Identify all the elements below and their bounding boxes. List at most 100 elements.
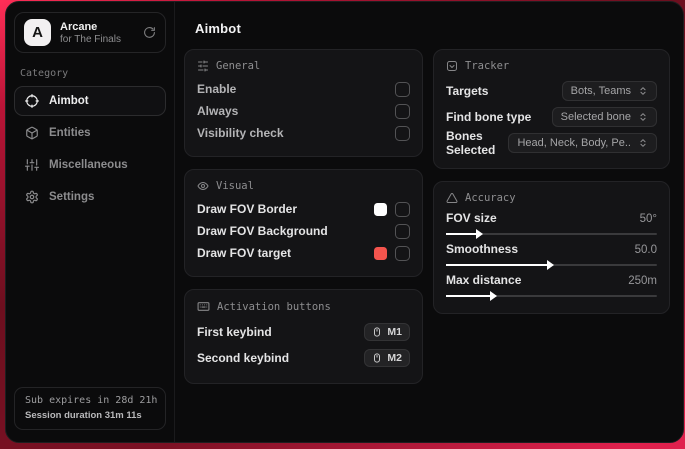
enable-checkbox[interactable] (395, 81, 410, 97)
card-accuracy: Accuracy FOV size 50° (433, 181, 670, 314)
visibility-check-checkbox[interactable] (395, 125, 410, 141)
smoothness-slider[interactable] (446, 259, 657, 270)
sidebar-item-settings[interactable]: Settings (14, 182, 166, 212)
card-general-header: General (197, 60, 410, 72)
setting-row-fov-background: Draw FOV Background (197, 220, 410, 242)
setting-row-visibility-check: Visibility check (197, 122, 410, 144)
slider-value: 250m (628, 275, 657, 287)
session-duration-text: Session duration 31m 11s (25, 410, 142, 421)
slider-fill[interactable] (446, 228, 482, 239)
sidebar-item-entities[interactable]: Entities (14, 118, 166, 148)
fov-target-checkbox[interactable] (395, 245, 410, 261)
app-window: A Arcane for The Finals Category Aimbot (5, 1, 684, 443)
logo-letter: A (32, 24, 43, 41)
sidebar-item-aimbot[interactable]: Aimbot (14, 86, 166, 116)
triangle-icon (446, 192, 458, 204)
setting-row-find-bone-type: Find bone type Selected bone (446, 104, 657, 130)
sidebar-nav: Aimbot Entities Miscellaneous (14, 86, 166, 212)
fov-border-color-swatch[interactable] (374, 202, 387, 216)
setting-label: FOV size (446, 211, 497, 225)
card-title: Accuracy (465, 192, 516, 204)
setting-label: Targets (446, 84, 489, 98)
sidebar-item-label: Aimbot (49, 95, 89, 107)
brand-card: A Arcane for The Finals (14, 12, 166, 53)
setting-label: Always (197, 104, 239, 118)
brand-name: Arcane (60, 20, 98, 33)
sidebar-item-label: Settings (49, 191, 95, 203)
column-right: Tracker Targets Bots, Teams (433, 49, 670, 384)
setting-label: Max distance (446, 273, 522, 287)
setting-label: Draw FOV target (197, 246, 292, 260)
card-columns: General Enable Always Visibility check (184, 49, 674, 384)
targets-select[interactable]: Bots, Teams (561, 81, 657, 101)
card-title: Visual (216, 180, 254, 192)
scan-icon (446, 60, 458, 72)
always-checkbox[interactable] (395, 103, 410, 119)
mouse-icon (372, 353, 382, 363)
keyboard-icon (197, 300, 210, 313)
fov-border-checkbox[interactable] (395, 201, 410, 217)
slider-row-fov-size: FOV size 50° (446, 211, 657, 239)
sliders-horizontal-icon (197, 60, 209, 72)
setting-row-targets: Targets Bots, Teams (446, 78, 657, 104)
setting-controls (395, 223, 410, 239)
setting-row-second-keybind: Second keybind M2 (197, 345, 410, 371)
slider-fill[interactable] (446, 290, 498, 301)
chevron-up-down-icon (638, 86, 648, 96)
setting-controls (374, 245, 410, 261)
slider-value: 50° (639, 213, 657, 225)
setting-label: Visibility check (197, 126, 284, 140)
card-accuracy-header: Accuracy (446, 192, 657, 204)
setting-row-bones-selected: Bones Selected Head, Neck, Body, Pe.. (446, 129, 657, 157)
setting-label: Bones Selected (446, 129, 496, 157)
setting-row-first-keybind: First keybind M1 (197, 319, 410, 345)
fov-target-color-swatch[interactable] (374, 246, 387, 260)
card-title: Activation buttons (217, 300, 331, 313)
select-value: Bots, Teams (570, 85, 631, 97)
main-panel: Aimbot General Enable (175, 2, 683, 442)
setting-label: Second keybind (197, 351, 290, 365)
chevron-up-down-icon (638, 138, 648, 148)
sub-expiry-text: Sub expires in 28d 21h (25, 395, 158, 406)
sidebar-item-miscellaneous[interactable]: Miscellaneous (14, 150, 166, 180)
subscription-card: Sub expires in 28d 21h Session duration … (14, 387, 166, 430)
setting-label: Draw FOV Border (197, 202, 298, 216)
brand-text: Arcane for The Finals (60, 21, 134, 45)
first-keybind-button[interactable]: M1 (364, 323, 410, 341)
card-activation-header: Activation buttons (197, 300, 410, 313)
slider-row-max-distance: Max distance 250m (446, 273, 657, 301)
slider-labels: FOV size 50° (446, 211, 657, 225)
chevron-up-down-icon (638, 112, 648, 122)
crosshair-icon (25, 94, 39, 108)
slider-labels: Max distance 250m (446, 273, 657, 287)
mouse-icon (372, 327, 382, 337)
find-bone-type-select[interactable]: Selected bone (551, 107, 657, 127)
card-general: General Enable Always Visibility check (184, 49, 423, 157)
setting-label: Enable (197, 82, 237, 96)
card-tracker-header: Tracker (446, 60, 657, 72)
setting-label: Draw FOV Background (197, 224, 328, 238)
setting-controls (374, 201, 410, 217)
second-keybind-button[interactable]: M2 (364, 349, 410, 367)
card-activation-buttons: Activation buttons First keybind M1 (184, 289, 423, 384)
slider-labels: Smoothness 50.0 (446, 242, 657, 256)
setting-label: First keybind (197, 325, 272, 339)
fov-background-checkbox[interactable] (395, 223, 410, 239)
page-title: Aimbot (195, 21, 241, 36)
select-value: Selected bone (560, 111, 631, 123)
slider-fill[interactable] (446, 259, 555, 270)
fov-size-slider[interactable] (446, 228, 657, 239)
sync-icon[interactable] (143, 26, 156, 39)
select-value: Head, Neck, Body, Pe.. (517, 137, 631, 149)
card-visual-header: Visual (197, 180, 410, 192)
column-left: General Enable Always Visibility check (184, 49, 423, 384)
app-logo: A (24, 19, 51, 46)
gear-icon (25, 190, 39, 204)
sidebar-item-label: Miscellaneous (49, 159, 128, 171)
box-icon (25, 126, 39, 140)
keybind-value: M2 (387, 352, 402, 364)
bones-selected-select[interactable]: Head, Neck, Body, Pe.. (508, 133, 657, 153)
max-distance-slider[interactable] (446, 290, 657, 301)
setting-row-always: Always (197, 100, 410, 122)
